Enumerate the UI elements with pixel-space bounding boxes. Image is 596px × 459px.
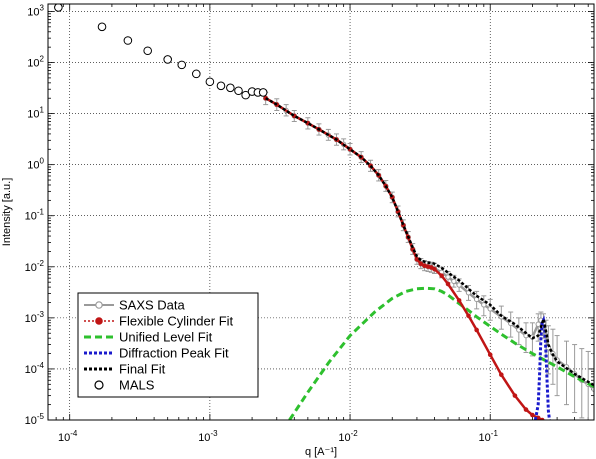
mals-point [216,81,226,91]
grid-lines [48,4,594,420]
series-layer [54,4,594,420]
x-tick-label: 10-1 [479,429,499,444]
x-tick-labels: 10-4 10-3 10-2 10-1 [58,429,498,444]
saxs-point [456,282,462,288]
flexible-cylinder-fit-point [432,266,437,272]
mals-point [54,4,63,12]
legend-item: SAXS Data [84,298,186,313]
saxs-point [445,274,451,280]
mals-series [54,4,268,100]
x-tick-label: 10-3 [198,429,218,444]
legend-label: MALS [119,378,155,393]
mals-point [241,90,250,100]
saxs-point [481,302,487,308]
mals-point [123,36,133,45]
flexible-cylinder-fit-point [474,327,479,333]
flexible-cylinder-fit-point [422,263,427,269]
y-tick-label: 103 [27,3,44,18]
legend-item: Final Fit [84,362,166,377]
flexible-cylinder-fit-point [487,352,493,357]
mals-point [205,77,215,87]
y-axis-title: Intensity [a.u.] [1,178,13,246]
legend-box [77,292,259,398]
mals-point [258,88,268,97]
x-tick-label: 10-2 [338,429,358,444]
plot-frame [47,3,595,421]
flexible-cylinder-fit-point [539,417,545,420]
flexible-cylinder-fit-point [523,407,529,412]
legend-item: Flexible Cylinder Fit [84,314,234,329]
saxs-point [535,321,541,327]
y-tick-label: 101 [27,106,44,121]
y-tick-label: 10-1 [25,208,45,223]
mals-point [234,86,243,96]
y-tick-label: 10-2 [25,259,45,274]
y-tick-label: 100 [27,157,44,172]
mals-point [191,69,201,79]
saxs-point [451,278,457,285]
legend-swatch-marker [94,380,104,390]
legend-item: Diffraction Peak Fit [84,346,229,361]
legend-swatch-marker [95,301,103,309]
mals-point [226,83,235,93]
legend-label: Final Fit [119,362,166,377]
flexible-cylinder-fit-point [456,298,462,303]
y-tick-labels: 10-5 10-4 10-3 10-2 10-1 100 101 102 103 [25,3,45,427]
unified-level-fit-line [288,286,594,420]
y-tick-label: 102 [27,55,44,70]
legend-swatch-marker [95,317,103,325]
flexible-cylinder-fit-point [499,372,504,378]
mals-point [177,60,187,70]
legend-label: Diffraction Peak Fit [119,346,229,361]
legend-item: MALS [94,378,155,393]
x-axis-title: q [A⁻¹] [305,446,337,458]
y-tick-label: 10-5 [25,412,45,427]
legend-label: SAXS Data [119,298,186,313]
legend-label: Unified Level Fit [119,330,213,345]
flexible-cylinder-fit-point [439,273,444,278]
mals-point [163,55,172,64]
legend-item: Unified Level Fit [84,330,213,345]
final-fit-line [265,97,594,387]
y-tick-label: 10-3 [25,310,45,325]
legend-label: Flexible Cylinder Fit [119,314,234,329]
flexible-cylinder-fit-point [466,313,471,319]
y-tick-label: 10-4 [25,361,45,376]
saxs-point [465,290,472,296]
flexible-cylinder-fit-point [512,393,518,398]
mals-point [143,46,152,56]
flexible-cylinder-fit-point [414,257,420,262]
flexible-cylinder-fit-point [445,281,451,287]
flexible-cylinder-fit-point [530,412,535,418]
saxs-point [487,306,493,312]
flexible-cylinder-fit-point [418,261,424,266]
mals-point [97,22,107,32]
x-tick-label: 10-4 [58,429,78,444]
